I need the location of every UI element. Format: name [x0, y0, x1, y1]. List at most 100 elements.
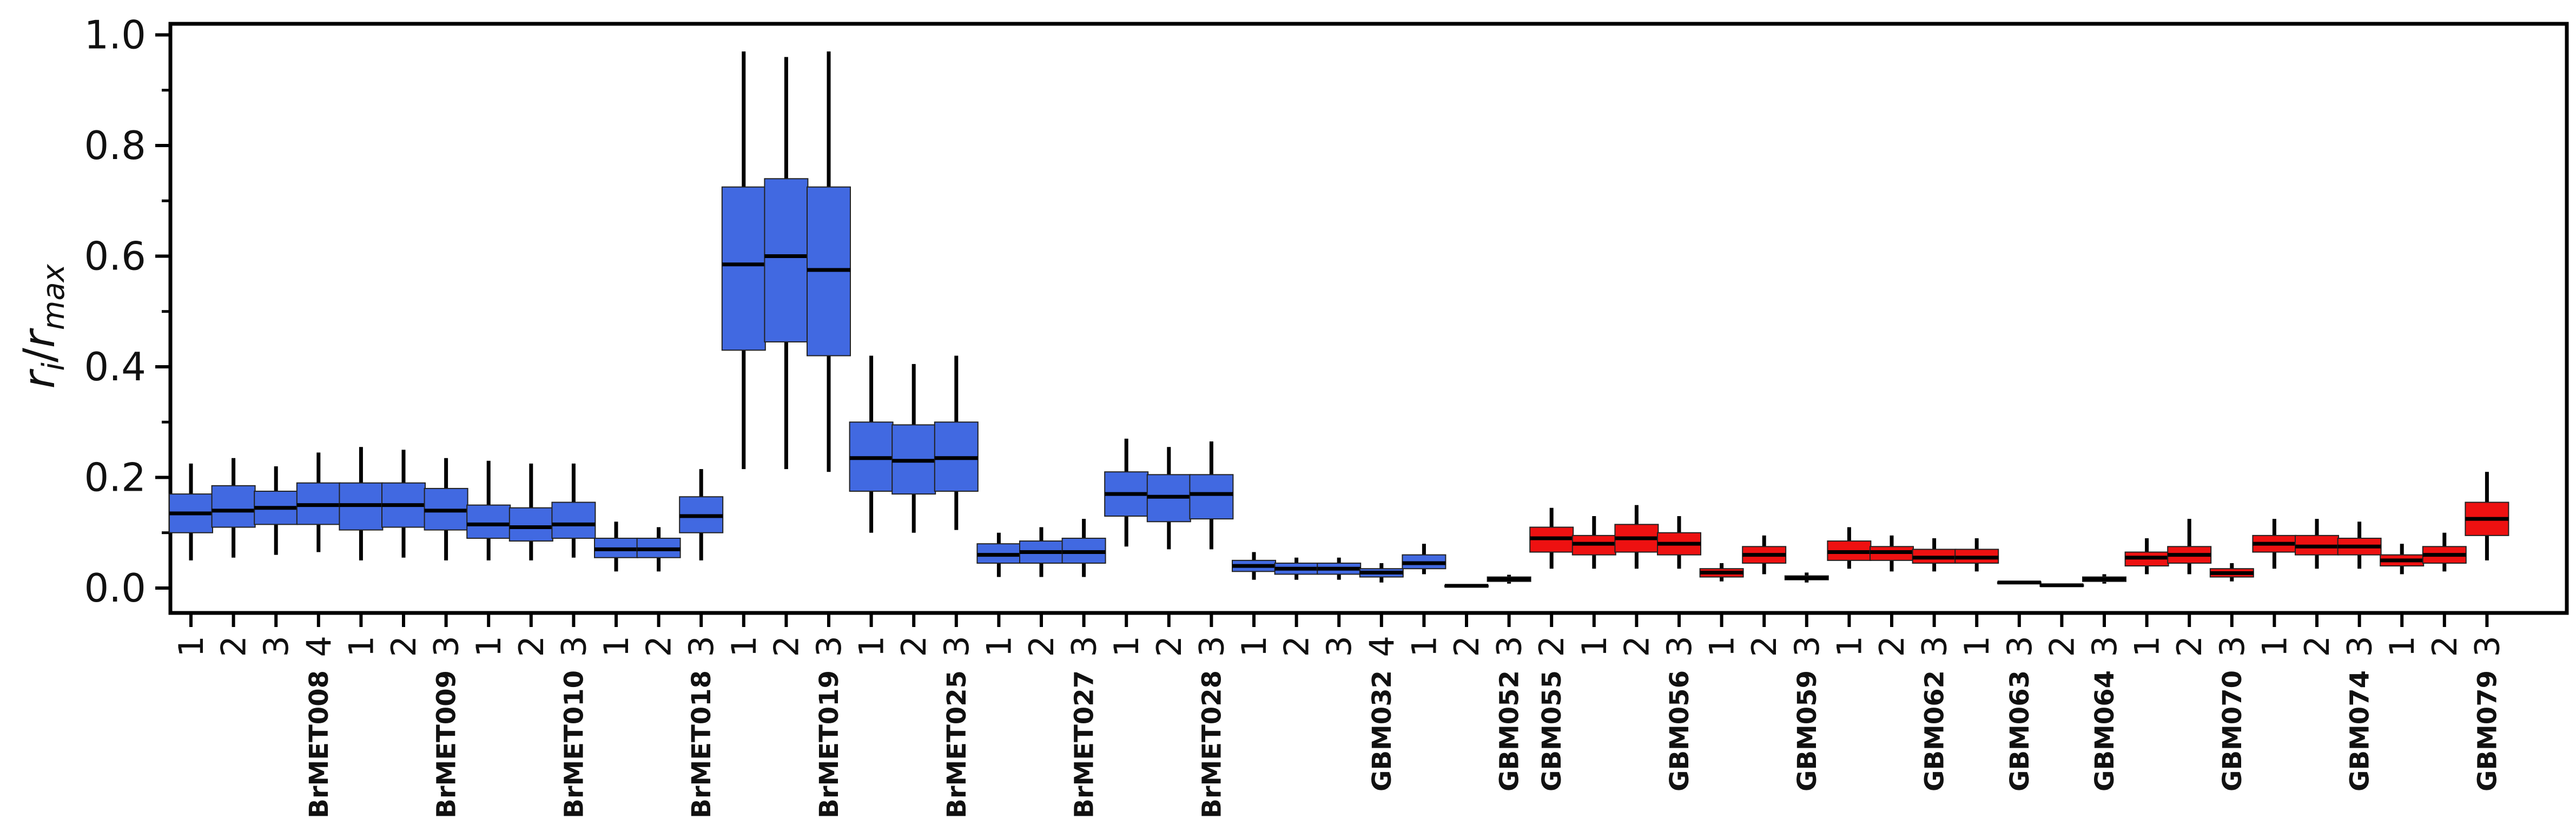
x-tick-label: 2 [1150, 636, 1189, 657]
x-tick-label: 3 [1319, 636, 1359, 657]
x-tick-label: 3 [256, 636, 296, 657]
x-tick-label: 2 [639, 636, 679, 657]
box-iqr [764, 178, 809, 342]
x-tick-label: 1 [1829, 636, 1869, 657]
x-tick-label: 3 [427, 636, 466, 657]
box-GBM070-1 [2124, 538, 2169, 575]
group-label: BrMET010 [559, 670, 589, 819]
box-BrMET010-3 [551, 463, 596, 558]
group-label: GBM056 [1665, 670, 1695, 791]
box-BrMET027-2 [1019, 527, 1064, 577]
group-label: GBM055 [1537, 670, 1567, 791]
box-BrMET008-4 [296, 452, 341, 552]
box-BrMET009-2 [381, 450, 426, 558]
box-BrMET010-2 [508, 463, 553, 560]
box-iqr [551, 501, 596, 539]
box-GBM052-3 [1487, 575, 1531, 584]
x-tick-label: 2 [767, 636, 806, 657]
box-GBM062-1 [1827, 527, 1872, 569]
box-GBM059-3 [1784, 572, 1829, 583]
x-tick-label: 1 [852, 636, 891, 657]
y-axis-label: ri/rmax [14, 263, 71, 388]
x-tick-label: 3 [2467, 636, 2507, 657]
x-tick-label: 2 [2297, 636, 2337, 657]
group-label: GBM062 [1920, 670, 1950, 791]
box-GBM059-1 [1699, 563, 1744, 582]
box-GBM074-3 [2337, 522, 2382, 569]
x-tick-label: 3 [2340, 636, 2380, 657]
box-BrMET018-1 [594, 522, 638, 572]
box-GBM056-1 [1571, 516, 1616, 569]
x-tick-label: 3 [2000, 636, 2039, 657]
x-tick-label: 3 [937, 636, 976, 657]
box-GBM032-3 [1317, 557, 1362, 580]
y-tick-label: 1.0 [84, 12, 146, 57]
box-iqr [211, 485, 256, 528]
y-tick-label: 0.2 [84, 454, 146, 500]
x-tick-label: 3 [2085, 636, 2124, 657]
x-tick-label: 1 [1107, 636, 1146, 657]
box-BrMET028-1 [1104, 438, 1149, 547]
box-BrMET018-3 [679, 469, 724, 560]
x-tick-label: 2 [1532, 636, 1571, 657]
group-label: GBM074 [2345, 670, 2375, 791]
x-tick-label: 2 [512, 636, 551, 657]
x-tick-label: 2 [384, 636, 424, 657]
box-GBM062-2 [1870, 535, 1914, 572]
group-label: GBM032 [1367, 670, 1397, 791]
box-GBM063-3 [1997, 580, 2042, 585]
x-tick-label: 3 [1490, 636, 1529, 657]
x-tick-label: 3 [1660, 636, 1699, 657]
x-tick-label: 1 [724, 636, 764, 657]
x-tick-label: 2 [1745, 636, 1784, 657]
y-tick-label: 0.6 [84, 233, 146, 279]
y-tick-label: 0.0 [84, 565, 146, 611]
box-GBM062-3 [1912, 538, 1957, 572]
box-GBM032-4 [1359, 563, 1404, 583]
box-GBM055-2 [1529, 507, 1574, 569]
box-BrMET008-2 [211, 458, 256, 558]
axes-frame [168, 22, 2569, 615]
group-label: GBM079 [2472, 670, 2502, 791]
group-label: GBM070 [2217, 670, 2248, 791]
x-tick-label: 2 [2042, 636, 2082, 657]
box-GBM032-1 [1232, 552, 1276, 580]
x-tick-label: 1 [2128, 636, 2167, 657]
box-BrMET028-2 [1146, 447, 1191, 550]
x-tick-label: 3 [1192, 636, 1231, 657]
x-tick-label: 1 [979, 636, 1019, 657]
x-tick-label: 2 [2170, 636, 2209, 657]
box-GBM052-1 [1402, 544, 1446, 575]
x-tick-label: 2 [2425, 636, 2465, 657]
group-label: BrMET019 [814, 670, 844, 819]
box-BrMET027-1 [976, 532, 1021, 577]
x-tick-label: 2 [1022, 636, 1061, 657]
x-tick-label: 1 [469, 636, 508, 657]
box-BrMET010-1 [466, 460, 511, 560]
box-GBM056-2 [1614, 505, 1659, 569]
box-iqr [1189, 474, 1234, 520]
box-GBM070-2 [2167, 519, 2212, 575]
x-tick-label: 1 [597, 636, 636, 657]
box-BrMET018-2 [636, 527, 681, 572]
x-tick-label: 4 [1362, 636, 1402, 657]
box-GBM032-2 [1274, 557, 1319, 580]
group-label: BrMET028 [1197, 670, 1227, 819]
box-GBM059-2 [1742, 535, 1787, 575]
group-label: GBM063 [2005, 670, 2035, 791]
box-BrMET028-3 [1189, 441, 1234, 550]
x-tick-label: 1 [341, 636, 381, 657]
box-BrMET019-1 [721, 51, 766, 470]
y-tick-label: 0.4 [84, 344, 146, 390]
box-GBM064-3 [2082, 574, 2126, 584]
x-tick-label: 1 [1575, 636, 1614, 657]
x-tick-label: 1 [1702, 636, 1742, 657]
box-GBM056-3 [1657, 516, 1701, 569]
group-label: BrMET009 [432, 670, 462, 819]
group-label: BrMET025 [942, 670, 972, 819]
box-BrMET025-3 [934, 355, 979, 530]
x-tick-label: 3 [1915, 636, 1954, 657]
box-BrMET008-3 [254, 466, 299, 555]
